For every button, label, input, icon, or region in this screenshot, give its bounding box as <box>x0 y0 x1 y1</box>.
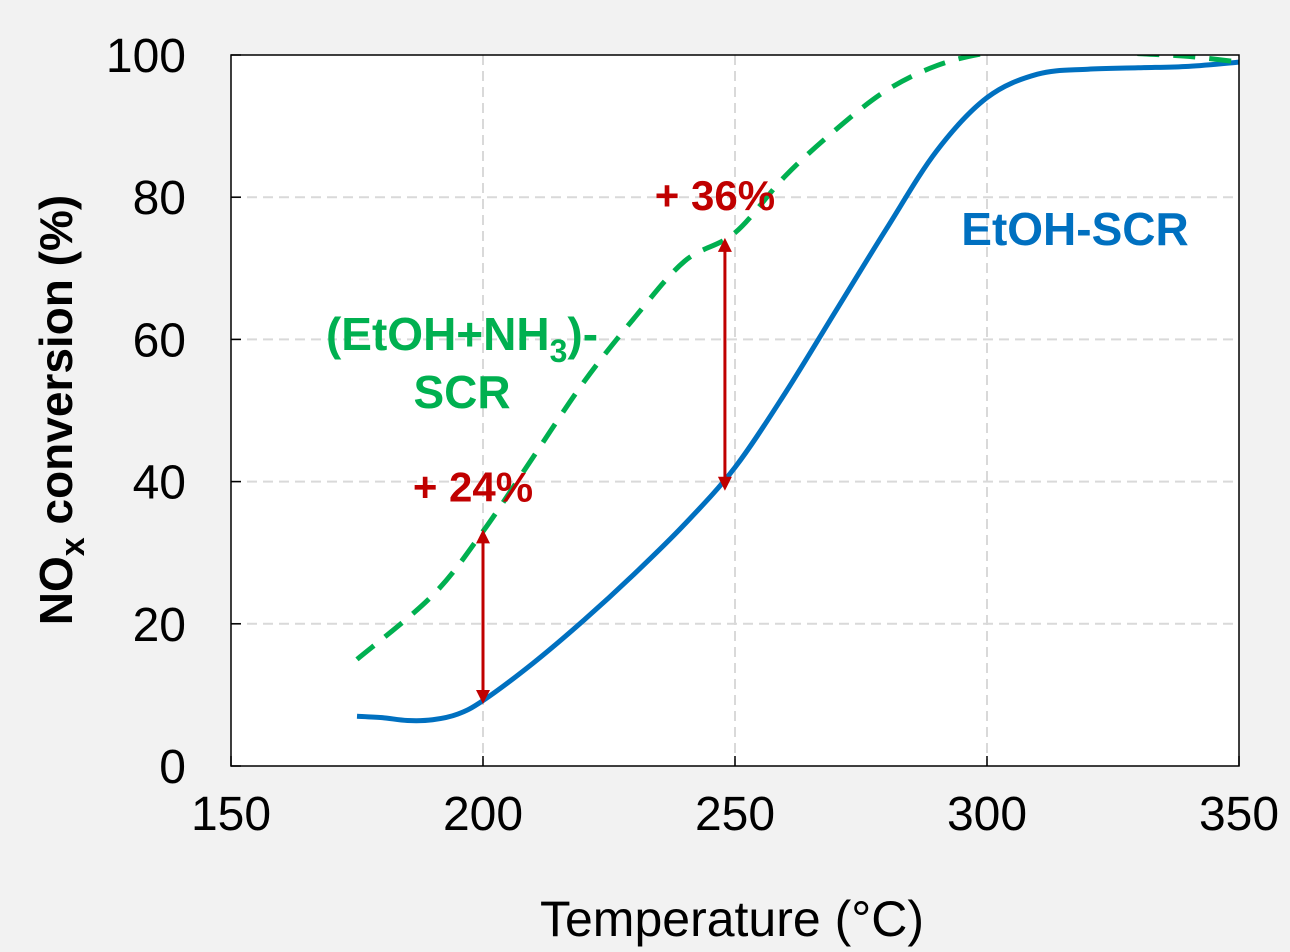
x-axis-title: Temperature (°C) <box>540 891 924 947</box>
y-axis-title-subscript: x <box>54 537 92 556</box>
x-tick-label: 250 <box>695 788 775 841</box>
y-tick-label: 40 <box>133 457 186 510</box>
annotation-label-1: + 24% <box>413 463 533 510</box>
y-tick-label: 20 <box>133 599 186 652</box>
series-label-rest: )- <box>567 308 598 360</box>
series-label-subscript: 3 <box>550 333 568 369</box>
y-tick-label: 100 <box>106 30 186 83</box>
series-line-etoh-scr <box>356 59 1239 724</box>
x-tick-label: 150 <box>191 788 271 841</box>
x-tick-label: 350 <box>1199 788 1279 841</box>
y-axis-title-rest: conversion (%) <box>30 195 82 538</box>
y-tick-label: 80 <box>133 172 186 225</box>
series-label-etoh-nh3-scr: (EtOH+NH3)- <box>326 308 598 369</box>
series-layer <box>355 55 1239 724</box>
y-tick-label: 0 <box>159 741 186 794</box>
annotations: + 24% + 36% <box>413 172 775 705</box>
series-label-etoh-nh3-scr-line2: SCR <box>413 366 510 418</box>
y-tick-label: 60 <box>133 314 186 367</box>
tick-labels: 150 200 250 300 350 0 20 40 60 80 100 <box>106 30 1279 841</box>
series-line-etoh-nh3-scr <box>355 55 1239 662</box>
annotation-arrow-1 <box>476 529 490 705</box>
x-tick-label: 200 <box>443 788 523 841</box>
series-label-etoh-scr: EtOH-SCR <box>961 203 1188 255</box>
annotation-arrow-2 <box>717 237 732 491</box>
y-axis-title: NOx conversion (%) <box>30 195 92 625</box>
annotation-label-2: + 36% <box>655 172 775 219</box>
x-tick-label: 300 <box>947 788 1027 841</box>
